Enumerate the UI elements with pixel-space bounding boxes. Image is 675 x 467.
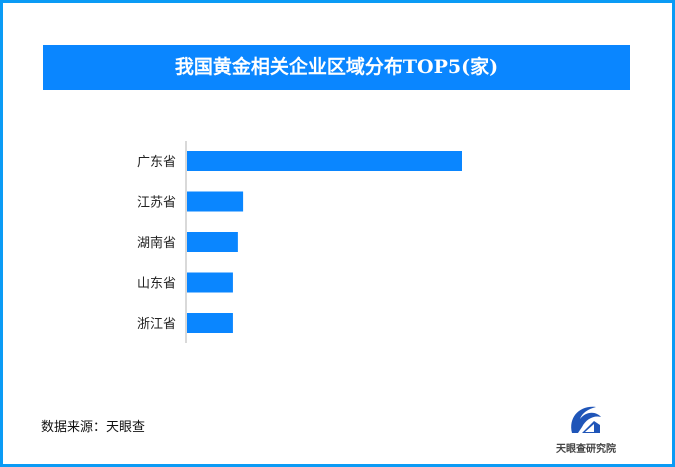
bar-1 xyxy=(187,191,244,212)
logo: 天眼查研究院 xyxy=(551,403,621,455)
category-label: 浙江省 xyxy=(137,317,176,332)
category-label: 江苏省 xyxy=(137,195,176,211)
bar-2 xyxy=(187,232,238,252)
bar-0 xyxy=(187,151,462,171)
tianyancha-logo-icon xyxy=(571,406,601,433)
category-label: 湖南省 xyxy=(137,235,176,251)
bar-3 xyxy=(187,272,233,293)
bar-4 xyxy=(187,313,233,333)
category-label: 广东省 xyxy=(137,155,176,170)
data-source: 数据来源：天眼查 xyxy=(41,420,146,435)
category-label: 山东省 xyxy=(137,277,176,292)
chart-title: 我国黄金相关企业区域分布TOP5(家) xyxy=(43,45,630,90)
logo-text: 天眼查研究院 xyxy=(556,444,616,455)
